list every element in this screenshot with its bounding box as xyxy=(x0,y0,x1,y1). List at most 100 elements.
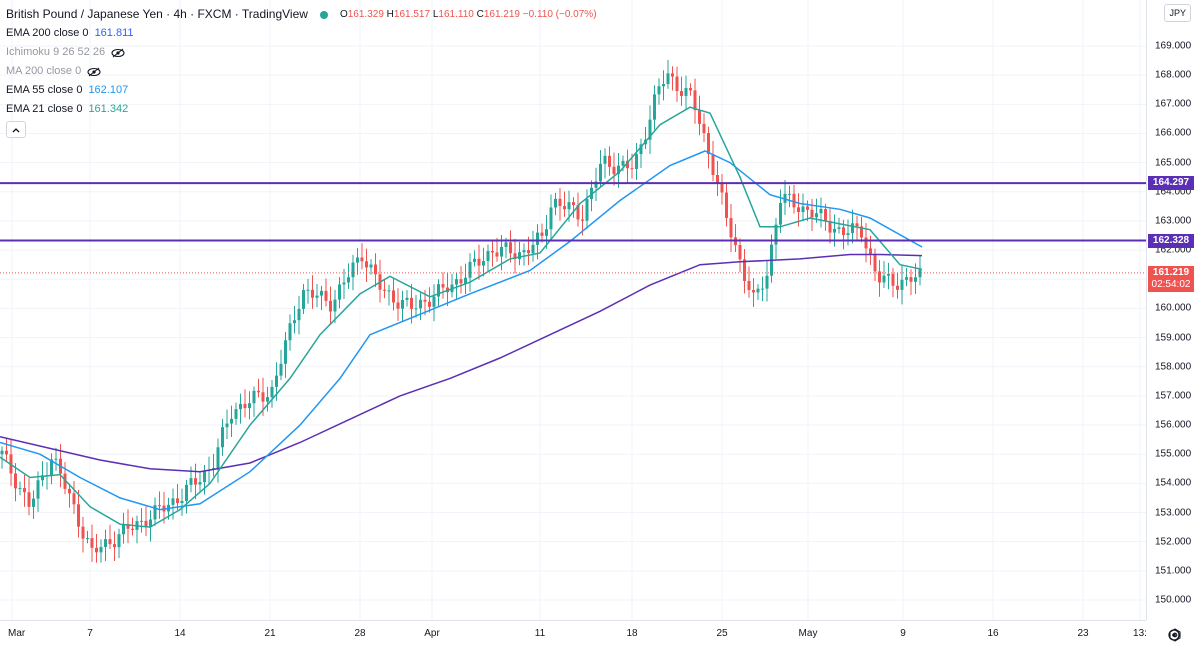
candle-body xyxy=(558,198,562,207)
candle-body xyxy=(860,226,863,238)
time-scale[interactable]: Mar 7 14 21 28 Apr 11 18 25 May 9 16 23 13: xyxy=(0,620,1180,649)
candle-body xyxy=(729,218,733,238)
settings-icon[interactable] xyxy=(1168,628,1182,642)
time-label: 13: xyxy=(1133,628,1147,639)
time-label: 25 xyxy=(716,628,728,639)
candle-body xyxy=(756,288,760,293)
candle-body xyxy=(270,386,274,398)
candle-body xyxy=(432,296,436,307)
candle-body xyxy=(846,233,850,236)
ma-line-ema55 xyxy=(0,150,923,511)
indicator-ichimoku[interactable]: Ichimoku 9 26 52 26 xyxy=(6,43,597,62)
candle-body xyxy=(18,488,22,490)
candle-body xyxy=(176,498,179,504)
price-chart[interactable] xyxy=(0,0,1146,620)
time-label: 9 xyxy=(900,628,906,639)
candle-body xyxy=(743,259,746,281)
price-label: 166.000 xyxy=(1155,127,1192,139)
price-label: 150.000 xyxy=(1155,594,1192,606)
chevron-up-icon xyxy=(12,127,20,132)
candle-body xyxy=(171,498,175,505)
price-label: 159.000 xyxy=(1155,332,1192,344)
price-tag: 164.297 xyxy=(1148,176,1194,191)
candle-body xyxy=(797,207,800,213)
candle-body xyxy=(707,133,710,155)
candle-body xyxy=(477,258,481,266)
indicator-ema55[interactable]: EMA 55 close 0 162.107 xyxy=(6,81,597,100)
indicator-value: 161.811 xyxy=(94,27,134,39)
candle-body xyxy=(545,229,548,236)
candle-body xyxy=(95,547,98,553)
candle-body xyxy=(585,199,589,221)
candle-body xyxy=(153,505,157,520)
candle-body xyxy=(32,498,35,507)
candle-body xyxy=(747,280,751,291)
chart-pane[interactable]: British Pound / Japanese Yen · 4h · FXCM… xyxy=(0,0,1146,620)
price-label: 154.000 xyxy=(1155,477,1192,489)
candle-body xyxy=(576,205,580,220)
candle-body xyxy=(122,523,125,535)
candle-body xyxy=(414,308,418,310)
candle-body xyxy=(225,423,229,428)
candle-body xyxy=(297,308,301,321)
candle-body xyxy=(36,480,40,499)
price-scale[interactable]: JPY 169.000 168.000 167.000 166.000 165.000 1… xyxy=(1146,0,1194,620)
indicator-ma200[interactable]: MA 200 close 0 xyxy=(6,62,597,81)
open-label: O xyxy=(339,9,348,20)
price-label: 157.000 xyxy=(1155,390,1192,402)
candle-body xyxy=(140,520,143,522)
price-tag: 161.219 02:54:02 xyxy=(1148,265,1194,292)
candle-body xyxy=(441,284,445,288)
candle-body xyxy=(356,257,359,263)
time-label: 28 xyxy=(354,628,366,639)
candle-body xyxy=(671,73,674,77)
candle-body xyxy=(131,528,134,530)
candle-body xyxy=(459,279,463,284)
candle-body xyxy=(243,403,247,409)
price-label: 153.000 xyxy=(1155,507,1192,519)
currency-button[interactable]: JPY xyxy=(1164,4,1191,22)
candle-body xyxy=(720,182,724,193)
symbol-title[interactable]: British Pound / Japanese Yen · 4h · FXCM… xyxy=(6,7,308,21)
collapse-legend-button[interactable] xyxy=(6,121,26,138)
candle-body xyxy=(293,320,296,324)
candle-body xyxy=(311,289,314,298)
ma-line-ema200 xyxy=(0,253,923,473)
candle-body xyxy=(563,206,566,210)
time-label: 16 xyxy=(987,628,999,639)
indicator-value: 161.342 xyxy=(88,103,129,115)
candle-body xyxy=(675,76,679,92)
candle-body xyxy=(410,297,413,309)
candle-body xyxy=(657,86,661,95)
indicator-name: EMA 21 close 0 xyxy=(6,103,83,115)
indicator-value: 162.107 xyxy=(88,84,129,96)
indicator-ema21[interactable]: EMA 21 close 0 161.342 xyxy=(6,100,597,119)
candle-body xyxy=(702,123,706,134)
candle-body xyxy=(473,258,476,262)
candle-body xyxy=(185,484,188,501)
eye-off-icon[interactable] xyxy=(87,67,101,77)
candle-body xyxy=(27,492,31,507)
candle-body xyxy=(14,473,17,489)
indicator-ema200[interactable]: EMA 200 close 0 161.811 xyxy=(6,24,597,43)
candle-body xyxy=(765,275,769,289)
candle-body xyxy=(383,289,386,291)
candle-body xyxy=(41,475,44,481)
eye-off-icon[interactable] xyxy=(111,48,125,58)
candle-body xyxy=(392,290,395,303)
low-value: 161.110 xyxy=(438,9,474,20)
candle-body xyxy=(360,257,364,262)
time-label: Mar xyxy=(8,628,26,639)
candle-body xyxy=(914,277,917,282)
candle-body xyxy=(567,202,571,210)
ma-line-ema21 xyxy=(0,106,923,528)
candle-body xyxy=(581,219,584,221)
candle-body xyxy=(455,279,458,285)
candle-body xyxy=(495,252,499,257)
candle-body xyxy=(333,299,337,312)
price-label: 169.000 xyxy=(1155,40,1192,52)
high-label: H xyxy=(386,9,394,20)
candle-body xyxy=(338,284,341,300)
time-label: 21 xyxy=(264,628,276,639)
candle-body xyxy=(405,297,409,300)
